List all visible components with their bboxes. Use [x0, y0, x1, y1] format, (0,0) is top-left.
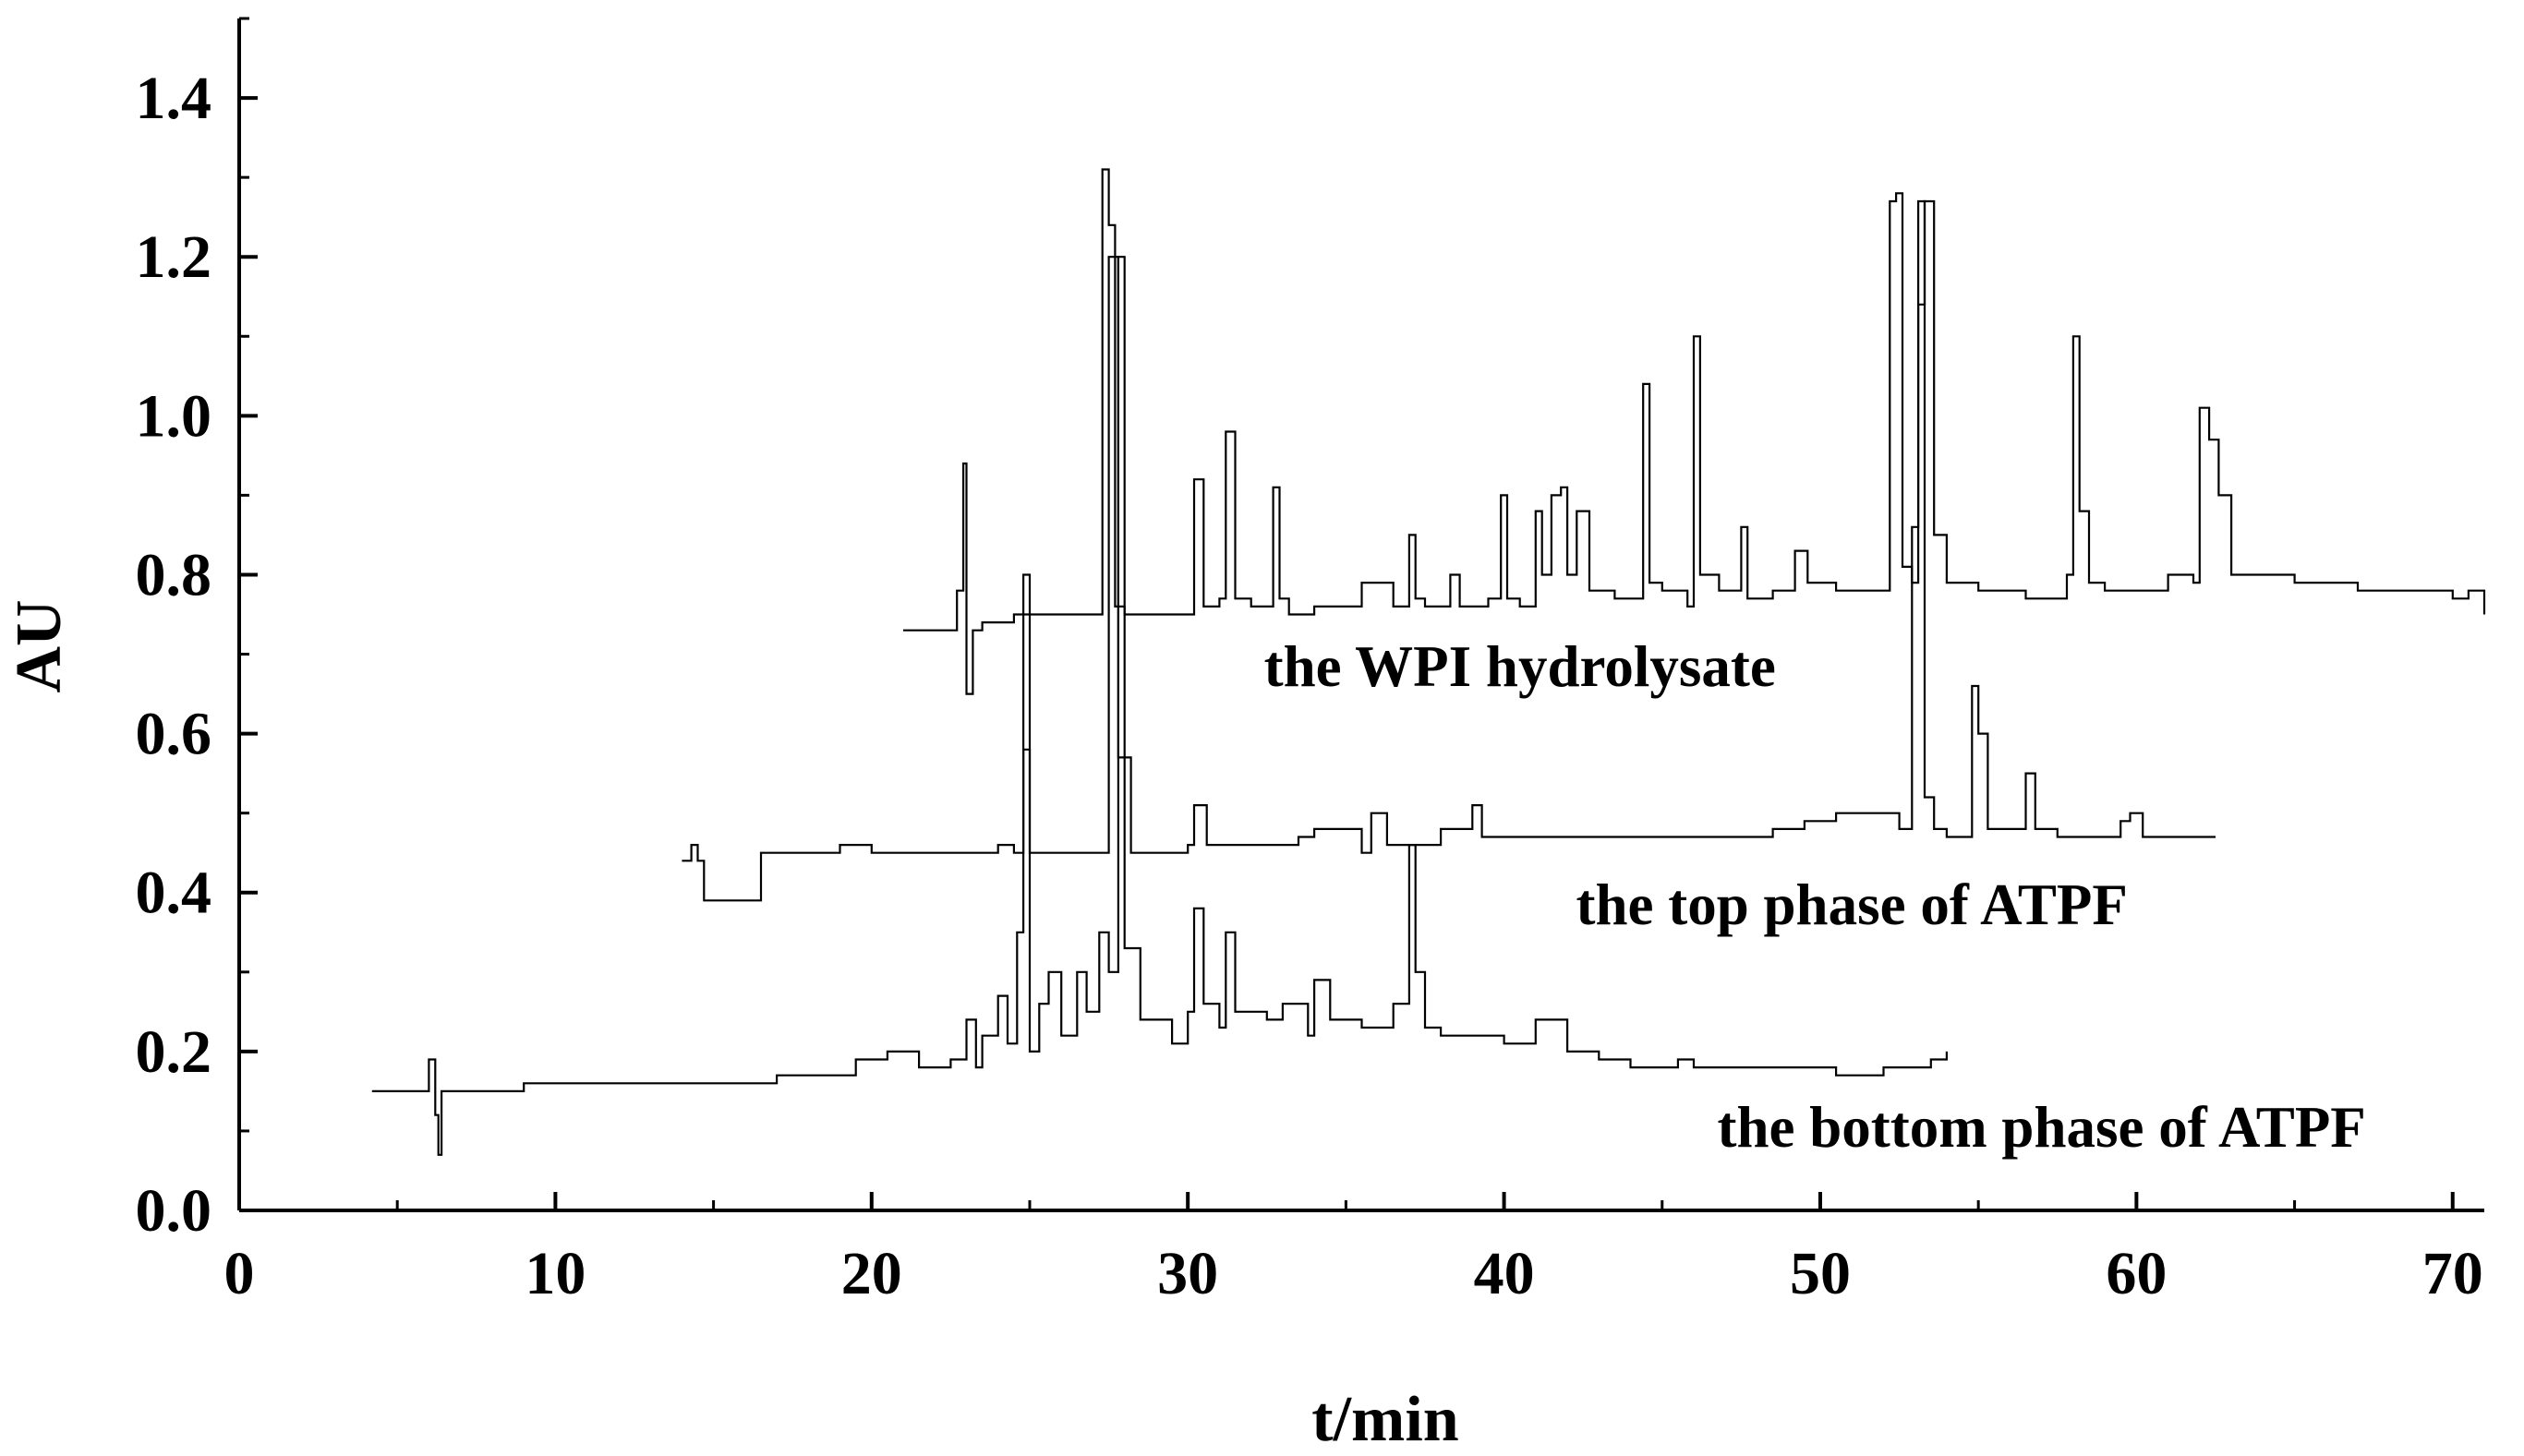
x-tick-label: 30 [1157, 1240, 1218, 1307]
series-line-2 [371, 256, 1948, 1156]
y-axis-title: AU [4, 599, 75, 692]
x-tick-label: 60 [2106, 1240, 2167, 1307]
x-tick-label: 40 [1474, 1240, 1535, 1307]
y-tick-label: 1.4 [136, 65, 212, 132]
series-line-1 [682, 199, 2216, 902]
series-annotation-2: the bottom phase of ATPF [1717, 1095, 2365, 1160]
x-tick-label: 70 [2422, 1240, 2483, 1307]
x-tick-label: 0 [224, 1240, 255, 1307]
ticks-layer [237, 17, 2455, 1212]
series-annotation-0: the WPI hydrolysate [1264, 634, 1776, 699]
y-tick-label: 0.0 [136, 1177, 212, 1245]
annotation-layer: the WPI hydrolysate the top phase of ATPF… [1264, 634, 2366, 1160]
x-axis-title: t/min [1311, 1384, 1458, 1455]
y-tick-label: 1.2 [136, 223, 212, 291]
x-tick-label: 20 [841, 1240, 902, 1307]
y-tick-label: 0.6 [136, 701, 212, 768]
x-tick-label: 10 [525, 1240, 586, 1307]
y-tick-label: 0.2 [136, 1018, 212, 1086]
labels-layer: 0 10 20 30 40 50 60 70 0.0 0.2 0.4 0.6 0.8 1.0 1.2 1.4 [136, 65, 2483, 1307]
series-annotation-1: the top phase of ATPF [1576, 872, 2128, 937]
y-tick-label: 1.0 [136, 382, 212, 450]
y-tick-label: 0.4 [136, 860, 212, 927]
y-tick-label: 0.8 [136, 541, 212, 608]
series-line-0 [903, 168, 2486, 695]
series-layer [371, 168, 2486, 1156]
x-tick-label: 50 [1790, 1240, 1851, 1307]
axes-layer [237, 18, 2484, 1212]
